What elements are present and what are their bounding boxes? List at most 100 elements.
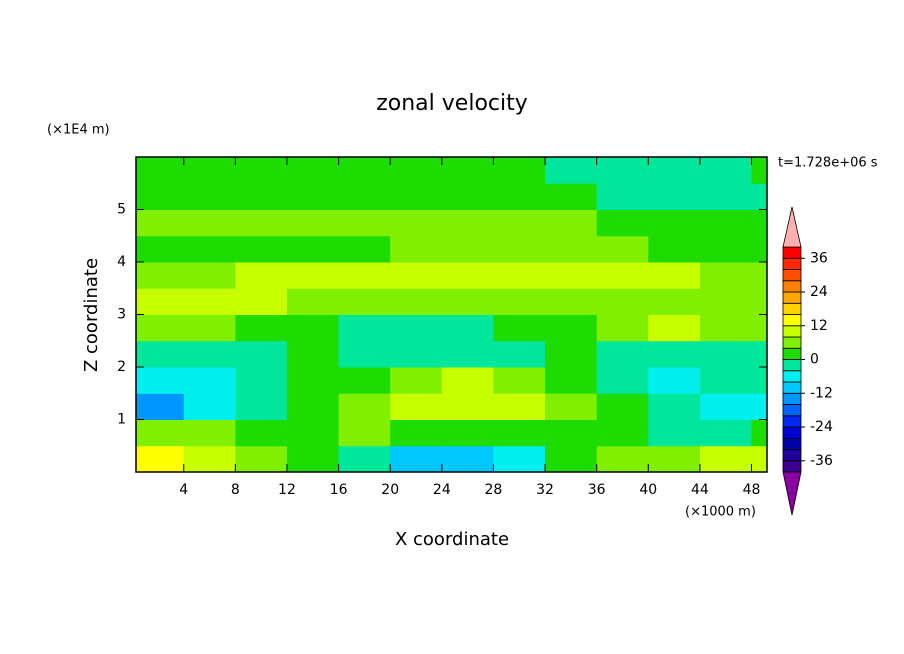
contour-cell [286,183,340,210]
contour-cell [136,445,185,472]
contour-cell [751,288,767,315]
contour-cell [338,419,391,447]
contour-cell [648,157,701,184]
y-tick-label: 4 [117,254,126,270]
contour-cell [751,262,767,289]
contour-cell [136,235,185,263]
contour-cell [441,314,494,342]
contour-cell [596,288,649,315]
contour-cell [493,157,546,184]
colorbar-box [782,269,802,282]
contour-cell [338,235,391,263]
contour-cell [699,262,753,289]
colorbar-box [782,291,802,304]
contour-cell [648,209,701,237]
contour-cell [596,235,649,263]
contour-cell [235,445,288,472]
contour-cell [596,183,649,210]
x-tick-label: 40 [639,482,657,498]
contour-cell [699,314,753,342]
contour-cell [136,209,185,237]
contour-cell [699,288,753,315]
contour-cell [545,157,598,184]
contour-cell [390,340,443,368]
contour-cell [441,288,494,315]
colorbar-box [782,437,802,450]
contour-cell [545,367,598,394]
contour-cell [441,419,494,447]
contour-cell [183,157,236,184]
contour-cell [751,445,767,472]
contour-cell [751,314,767,342]
contour-cell [235,393,288,420]
colorbar-box [782,426,802,439]
contour-cell [545,419,598,447]
contour-cell [390,183,443,210]
contour-cell [338,314,391,342]
contour-cell [235,340,288,368]
x-tick-label: 44 [691,482,709,498]
x-tick-label: 16 [330,482,348,498]
colorbar-tick-label: 12 [810,318,828,334]
y-tick-label: 5 [117,202,126,218]
contour-cell [596,209,649,237]
contour-cell [596,314,649,342]
contour-cell [699,445,753,472]
contour-cell [338,367,391,394]
contour-cell [441,445,494,472]
contour-cell [648,262,701,289]
contour-cell [183,340,236,368]
contour-cell [493,209,546,237]
colorbar-tick-label: -36 [810,453,833,469]
contour-cell [183,393,236,420]
contour-cell [493,340,546,368]
contour-cell [235,419,288,447]
contour-cell [648,419,701,447]
contour-cell [596,340,649,368]
contour-cell [390,235,443,263]
contour-cell [390,262,443,289]
contour-cell [699,183,753,210]
contour-cell [136,419,185,447]
colorbar-box [782,314,802,327]
contour-cell [648,367,701,394]
y-tick-label: 3 [117,307,126,323]
contour-field [136,157,767,472]
contour-cell [441,393,494,420]
contour-cell [183,419,236,447]
contour-cell [441,157,494,184]
contour-cell [235,314,288,342]
contour-cell [493,367,546,394]
contour-cell [338,183,391,210]
contour-cell [338,157,391,184]
colorbar-tick-label: -24 [810,419,833,435]
contour-cell [136,340,185,368]
contour-cell [699,367,753,394]
colorbar-box [782,325,802,338]
contour-cell [286,209,340,237]
x-tick-label: 28 [485,482,503,498]
contour-cell [136,393,185,420]
contour-cell [596,419,649,447]
contour-cell [235,157,288,184]
colorbar-box [782,392,802,405]
contour-cell [390,288,443,315]
contour-cell [338,262,391,289]
contour-cell [136,288,185,315]
colorbar-tick-label: 24 [810,284,828,300]
colorbar-box [782,359,802,372]
contour-cell [390,314,443,342]
contour-cell [545,340,598,368]
contour-cell [441,209,494,237]
contour-cell [751,183,767,210]
contour-cell [235,288,288,315]
contour-cell [441,262,494,289]
contour-cell [751,157,767,184]
contour-cell [235,367,288,394]
contour-cell [751,419,767,447]
contour-cell [183,367,236,394]
colorbar-box [782,404,802,417]
contour-cell [648,393,701,420]
colorbar-box [782,381,802,394]
colorbar-box [782,370,802,383]
